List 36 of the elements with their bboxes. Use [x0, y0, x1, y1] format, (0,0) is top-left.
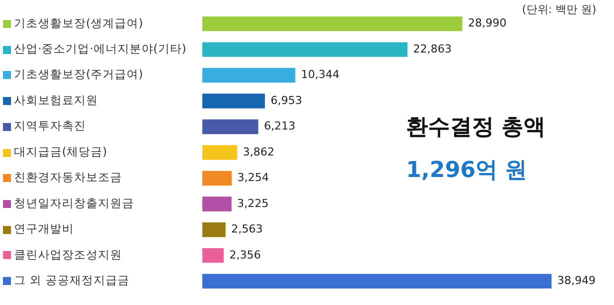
data-label: 6,213: [264, 120, 296, 133]
data-label: 10,344: [300, 68, 340, 82]
y-tick-label: 기초생활보장(생계급여): [14, 16, 143, 30]
y-tick-label: 사회보험료지원: [14, 92, 98, 107]
annotation: (단위: 백만 원): [522, 2, 596, 17]
y-tick-label: 청년일자리창출지원금: [14, 196, 134, 210]
bar: [202, 196, 232, 212]
bar: [202, 248, 224, 263]
y-tick-label: 친환경자동차보조금: [14, 170, 122, 184]
data-label: 2,356: [229, 248, 261, 262]
bar: [202, 42, 408, 57]
y-tick-label: 연구개발비: [14, 222, 74, 236]
bar: [202, 170, 232, 186]
data-label: 22,863: [413, 42, 452, 56]
annotation: 환수결정 총액: [406, 114, 546, 142]
y-tick-label: 산업·중소기업·에너지분야(기타): [14, 42, 186, 56]
data-label: 38,949: [557, 274, 596, 288]
y-tick-label: 클린사업장조성지원: [14, 247, 122, 262]
data-label: 3,225: [237, 196, 269, 210]
bar: [202, 222, 226, 238]
data-label: 3,254: [237, 171, 269, 184]
bar: [202, 94, 265, 108]
bar: [202, 274, 552, 289]
data-label: 6,953: [270, 94, 302, 107]
y-tick-label: 그 외 공공재정지급금: [14, 273, 130, 288]
bar: [202, 68, 296, 83]
data-label: 2,563: [231, 222, 263, 236]
bar: [202, 119, 258, 134]
bar: [202, 145, 238, 160]
annotation: 1,296억 원: [406, 157, 528, 185]
y-tick-label: 대지급금(체당금): [14, 144, 107, 158]
data-label: 3,862: [242, 145, 274, 158]
y-tick-label: 지역투자촉진: [14, 118, 86, 133]
y-tick-label: 기초생활보장(주거급여): [14, 67, 143, 82]
data-label: 28,990: [468, 16, 506, 30]
bar: [202, 16, 462, 32]
